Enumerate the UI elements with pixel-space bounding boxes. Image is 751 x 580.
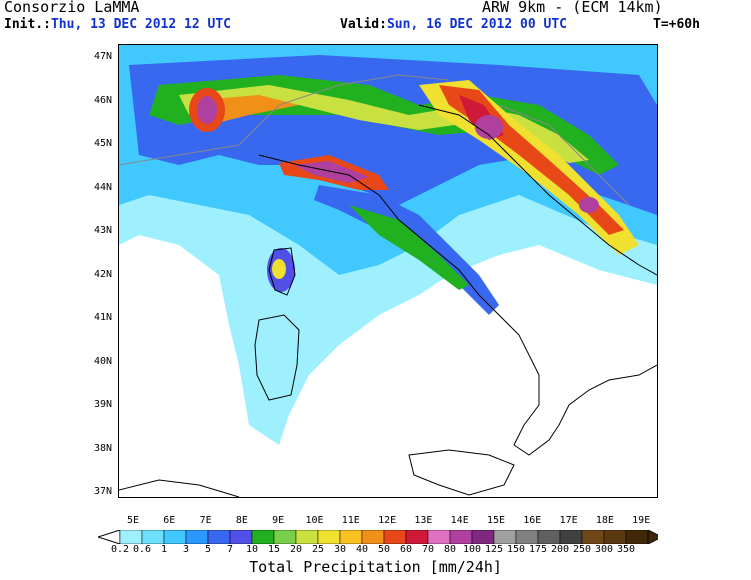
org-title: Consorzio LaMMA: [4, 0, 140, 16]
colorbar-label: 150: [506, 544, 526, 555]
colorbar-swatch: [625, 530, 649, 544]
lat-label: 40N: [93, 355, 112, 367]
colorbar-label: 200: [550, 544, 570, 555]
lat-label: 37N: [93, 486, 112, 497]
colorbar-label: 250: [572, 544, 592, 555]
colorbar-left-arrow: [98, 530, 121, 544]
colorbar-label: 20: [289, 544, 303, 555]
valid-label: Valid:Sun, 16 DEC 2012 00 UTC: [340, 17, 567, 32]
lon-label: 18E: [595, 515, 614, 526]
lon-label: 16E: [523, 515, 542, 526]
colorbar: [98, 530, 658, 544]
colorbar-right-arrow: [647, 530, 658, 544]
precipitation-map: [118, 44, 658, 498]
colorbar-label: 3: [182, 544, 190, 555]
colorbar-label: 350: [616, 544, 636, 555]
lon-label: 7E: [199, 515, 212, 526]
colorbar-label: 1: [160, 544, 168, 555]
colorbar-swatch: [251, 530, 275, 544]
colorbar-swatch: [361, 530, 385, 544]
lon-label: 14E: [450, 515, 469, 526]
colorbar-swatch: [427, 530, 451, 544]
model-title: ARW 9km - (ECM 14km): [482, 0, 663, 16]
lon-label: 10E: [305, 515, 324, 526]
lat-label: 46N: [93, 94, 112, 106]
lat-label: 41N: [93, 312, 112, 323]
lon-label: 6E: [163, 515, 176, 526]
init-label: Init.:Thu, 13 DEC 2012 12 UTC: [4, 17, 231, 32]
lon-label: 8E: [235, 515, 248, 526]
lat-label: 45N: [93, 138, 112, 149]
colorbar-label: 125: [484, 544, 504, 555]
lon-label: 12E: [378, 515, 397, 526]
colorbar-label: 0.6: [132, 544, 152, 555]
colorbar-label: 10: [245, 544, 259, 555]
colorbar-label: 70: [421, 544, 435, 555]
colorbar-label: 0.2: [110, 544, 130, 555]
colorbar-title: Total Precipitation [mm/24h]: [249, 558, 502, 576]
colorbar-label: 30: [333, 544, 347, 555]
colorbar-swatch: [405, 530, 429, 544]
lon-label: 13E: [414, 515, 433, 526]
colorbar-swatch: [273, 530, 297, 544]
lat-label: 38N: [93, 442, 112, 454]
colorbar-swatch: [295, 530, 319, 544]
colorbar-swatch: [317, 530, 341, 544]
colorbar-swatch: [229, 530, 253, 544]
lon-label: 9E: [272, 515, 285, 526]
colorbar-label: 50: [377, 544, 391, 555]
lat-label: 43N: [93, 225, 112, 236]
lat-label: 44N: [93, 181, 112, 193]
colorbar-swatch: [449, 530, 473, 544]
colorbar-label: 100: [462, 544, 482, 555]
colorbar-label: 40: [355, 544, 369, 555]
colorbar-swatch: [515, 530, 539, 544]
colorbar-swatch: [339, 530, 363, 544]
colorbar-swatch: [141, 530, 165, 544]
colorbar-label: 300: [594, 544, 614, 555]
colorbar-label: 7: [226, 544, 234, 555]
lat-label: 47N: [93, 51, 112, 62]
init-value: Thu, 13 DEC 2012 12 UTC: [50, 17, 231, 32]
colorbar-label: 60: [399, 544, 413, 555]
colorbar-swatch: [207, 530, 231, 544]
colorbar-swatch: [163, 530, 187, 544]
colorbar-label: 5: [204, 544, 212, 555]
colorbar-label: 80: [443, 544, 457, 555]
colorbar-label: 25: [311, 544, 325, 555]
colorbar-label: 15: [267, 544, 281, 555]
colorbar-swatch: [471, 530, 495, 544]
lon-label: 17E: [559, 515, 578, 526]
valid-value: Sun, 16 DEC 2012 00 UTC: [386, 17, 567, 32]
colorbar-swatch: [559, 530, 583, 544]
colorbar-swatch: [537, 530, 561, 544]
lat-label: 42N: [93, 268, 112, 280]
colorbar-swatch: [383, 530, 407, 544]
lon-label: 19E: [632, 515, 651, 526]
colorbar-swatch: [493, 530, 517, 544]
lon-label: 5E: [126, 515, 140, 526]
lat-label: 39N: [93, 399, 112, 410]
colorbar-label: 175: [528, 544, 548, 555]
colorbar-swatch: [185, 530, 209, 544]
colorbar-swatch: [581, 530, 605, 544]
lon-label: 15E: [486, 515, 506, 526]
colorbar-swatch: [119, 530, 143, 544]
lon-label: 11E: [341, 515, 360, 526]
lead-time: T=+60h: [653, 17, 700, 32]
colorbar-swatch: [603, 530, 627, 544]
